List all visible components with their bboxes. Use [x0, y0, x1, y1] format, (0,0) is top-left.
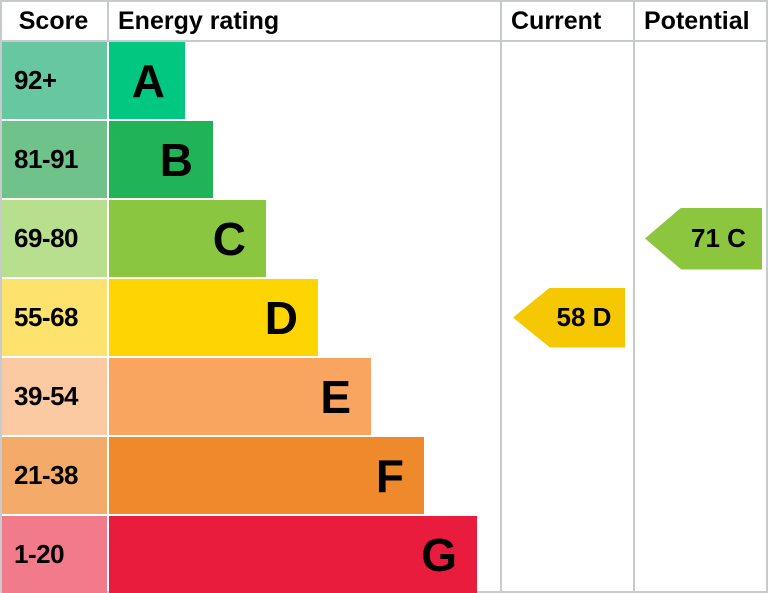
- score-range-label: 69-80: [2, 200, 107, 277]
- score-range-label: 55-68: [2, 279, 107, 356]
- column-header-current: Current: [511, 6, 602, 35]
- rating-bar-f: F: [109, 437, 424, 514]
- potential-rating-arrow: 71 C: [645, 207, 762, 270]
- column-header-score: Score: [18, 6, 89, 35]
- score-range-label: 81-91: [2, 121, 107, 198]
- grid-line-potential-divider: [633, 0, 635, 593]
- rating-bar-a: A: [109, 42, 185, 119]
- rating-bar-c: C: [109, 200, 266, 277]
- current-rating-value: 58 D: [556, 302, 612, 332]
- rating-bar-b: B: [109, 121, 213, 198]
- rating-bar-d: D: [109, 279, 318, 356]
- potential-rating-value: 71 C: [691, 223, 746, 253]
- grid-line-score-divider: [107, 0, 109, 40]
- score-range-label: 39-54: [2, 358, 107, 435]
- rating-bar-e: E: [109, 358, 371, 435]
- score-range-label: 92+: [2, 42, 107, 119]
- rating-bar-g: G: [109, 516, 477, 593]
- grid-line-header-divider: [0, 40, 768, 42]
- current-rating-arrow: 58 D: [513, 287, 625, 348]
- column-header-energy-rating: Energy rating: [118, 6, 280, 35]
- score-range-label: 1-20: [2, 516, 107, 593]
- column-header-potential: Potential: [644, 6, 750, 35]
- score-range-label: 21-38: [2, 437, 107, 514]
- grid-line-current-divider: [500, 0, 502, 593]
